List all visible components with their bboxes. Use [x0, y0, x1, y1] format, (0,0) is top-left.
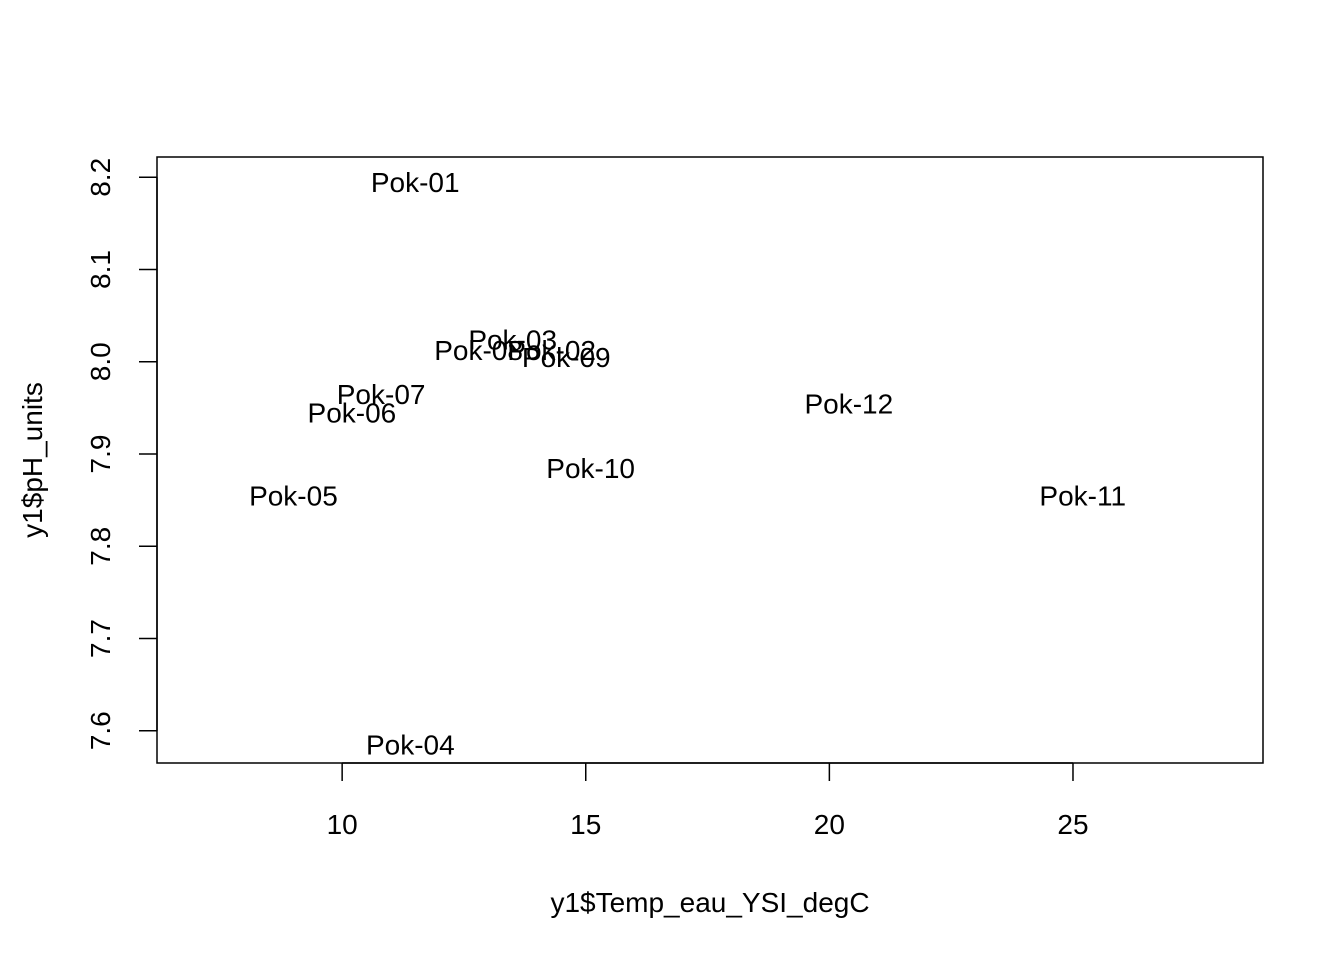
x-tick-label: 25 — [1057, 809, 1088, 840]
point-label: Pok-12 — [804, 388, 893, 419]
y-tick-label: 8.2 — [85, 158, 116, 197]
y-tick-label: 8.0 — [85, 342, 116, 381]
y-tick-label: 7.7 — [85, 619, 116, 658]
y-tick-label: 7.9 — [85, 435, 116, 474]
y-axis: 7.6 7.7 7.8 7.9 8.0 8.1 8.2 — [85, 158, 158, 750]
x-axis-label: y1$Temp_eau_YSI_degC — [550, 887, 869, 918]
plot-frame — [156, 156, 1264, 764]
point-labels: Pok-01Pok-02Pok-03Pok-08Pok-09Pok-07Pok-… — [249, 167, 1126, 761]
x-tick-label: 15 — [570, 809, 601, 840]
x-axis: 10 15 20 25 — [327, 762, 1089, 840]
point-label: Pok-03 — [468, 325, 557, 356]
y-tick-label: 7.6 — [85, 711, 116, 750]
point-label: Pok-01 — [371, 167, 460, 198]
point-label: Pok-11 — [1039, 481, 1126, 512]
y-tick-label: 7.8 — [85, 527, 116, 566]
point-label: Pok-09 — [522, 342, 611, 373]
point-label: Pok-04 — [366, 730, 455, 761]
point-label: Pok-08 — [434, 335, 523, 366]
point-label: Pok-10 — [546, 453, 635, 484]
point-label: Pok-05 — [249, 481, 338, 512]
x-tick-label: 10 — [327, 809, 358, 840]
point-label: Pok-06 — [308, 397, 397, 428]
point-label: Pok-02 — [507, 335, 596, 366]
x-tick-label: 20 — [814, 809, 845, 840]
y-axis-label: y1$pH_units — [17, 382, 48, 538]
point-label: Pok-07 — [337, 379, 426, 410]
y-tick-label: 8.1 — [85, 250, 116, 289]
